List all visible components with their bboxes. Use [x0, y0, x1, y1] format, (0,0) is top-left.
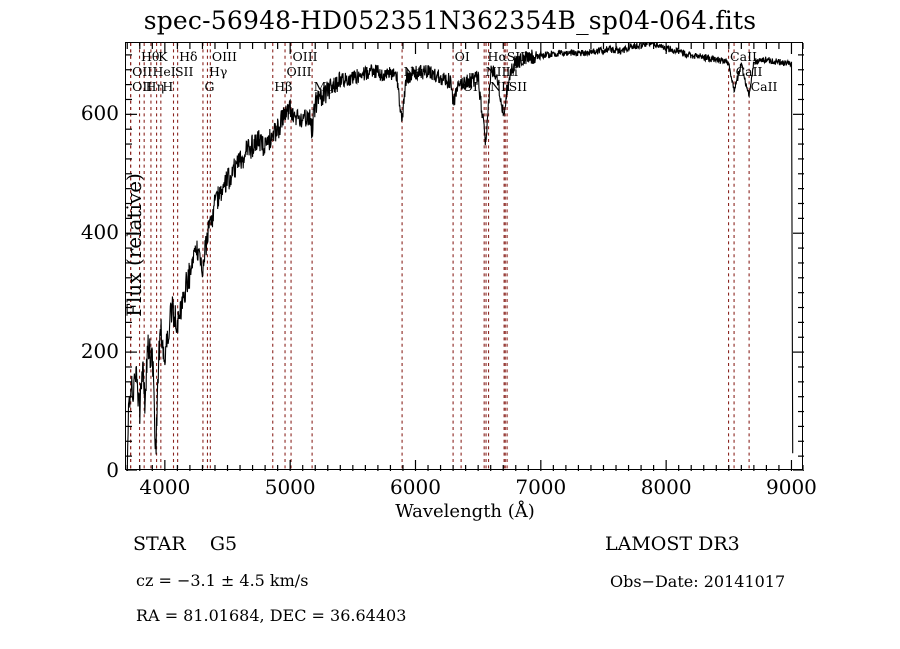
- spectral-line-label: CaII: [735, 64, 763, 79]
- survey-name: LAMOST DR3: [605, 533, 740, 555]
- spectral-line-label: K: [158, 49, 168, 64]
- spectral-line-label: Hβ: [274, 79, 293, 94]
- object-type-label: STAR G5: [133, 533, 237, 555]
- spectral-line-label: Na: [403, 64, 422, 79]
- spectral-line-label: Hη: [145, 79, 165, 94]
- spectral-line-markers: [130, 43, 750, 471]
- spectral-line-label: NII: [485, 64, 507, 79]
- coordinates: RA = 81.01684, DEC = 36.64403: [136, 606, 407, 625]
- flux-curve: [127, 43, 792, 471]
- x-tick-label: 9000: [766, 475, 817, 499]
- spectrum-svg: [126, 43, 804, 471]
- spectral-line-label: OI: [454, 49, 470, 64]
- spectral-line-label: Hα: [487, 49, 507, 64]
- spectral-line-label: NII: [490, 79, 511, 94]
- spectral-line-label: SII: [508, 79, 528, 94]
- spectral-line-label: Hγ: [208, 64, 228, 79]
- spectral-line-label: Hδ: [179, 49, 198, 64]
- spectral-line-label: OI: [462, 79, 478, 94]
- spectral-line-label: G: [204, 79, 215, 94]
- x-tick-label: 7000: [515, 475, 567, 499]
- spectral-line-label: OIII: [286, 64, 312, 79]
- spectral-line-label: OIII: [211, 49, 237, 64]
- y-tick-label: 600: [80, 101, 119, 126]
- y-tick-label: 200: [80, 339, 119, 364]
- y-tick-label: 400: [80, 220, 119, 245]
- spectral-line-label: SII: [506, 49, 526, 64]
- spectral-line-label: Mg: [313, 79, 335, 94]
- y-tick-label: 0: [106, 458, 119, 482]
- spectral-line-label: OII: [132, 64, 153, 79]
- x-tick-label: 8000: [640, 475, 692, 499]
- spectral-line-label: Hθ: [141, 49, 160, 64]
- x-tick-label: 4000: [139, 475, 191, 499]
- spectral-line-label: OII: [132, 79, 153, 94]
- object-type: STAR: [133, 533, 186, 555]
- spectral-line-label: OIII: [292, 49, 318, 64]
- spectral-line-label: HeI: [152, 64, 176, 79]
- x-tick-label: 5000: [264, 475, 316, 499]
- spectral-line-label: Li: [505, 64, 518, 79]
- spectral-line-label: CaII: [750, 79, 778, 94]
- spectrum-plot: Flux (relative) Wavelength (Å) 0 200 400 60…: [81, 42, 817, 522]
- spectral-class: G5: [209, 533, 238, 555]
- axis-ticks: [126, 43, 804, 471]
- spectral-line-label: H: [162, 79, 174, 94]
- spectral-line-label: CaII: [730, 49, 757, 64]
- page-title: spec-56948-HD052351N362354B_sp04-064.fit…: [143, 6, 757, 35]
- x-tick-label: 6000: [390, 475, 441, 499]
- obs-date: Obs−Date: 20141017: [610, 572, 786, 591]
- cz-value: cz = −3.1 ± 4.5 km/s: [136, 571, 309, 590]
- spectral-line-label: SII: [174, 64, 194, 79]
- x-axis-title: Wavelength (Å): [395, 501, 535, 522]
